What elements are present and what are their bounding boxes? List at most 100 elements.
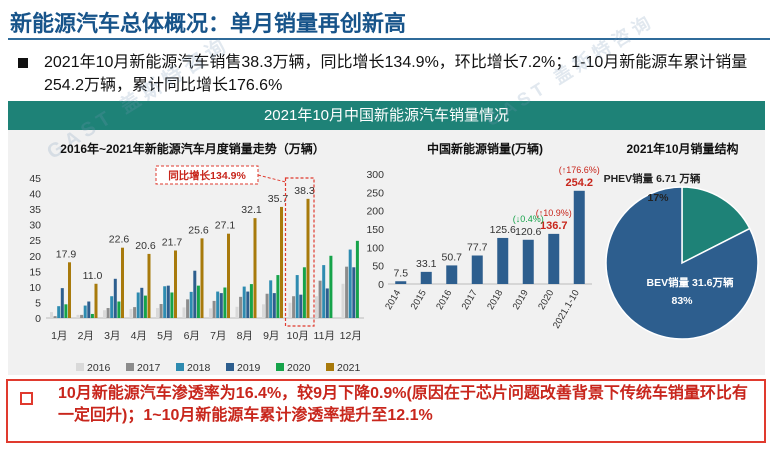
bar-2016-6月 <box>182 307 186 318</box>
bar-2019-8月 <box>246 291 250 318</box>
growth-callout: 同比增长134.9% <box>168 169 246 182</box>
bar-2021-5月 <box>174 250 177 318</box>
bar-2016-4月 <box>129 308 133 318</box>
bar-2018-10月 <box>295 275 299 318</box>
monthly-chart-title: 2016年~2021年新能源汽车月度销量走势（万辆） <box>60 142 325 156</box>
value-label: 77.7 <box>467 242 488 254</box>
y-tick-label: 40 <box>29 189 41 201</box>
bar-2021-3月 <box>121 247 124 318</box>
bar-2016-8月 <box>235 306 239 318</box>
pie-chart-title: 2021年10月销量结构 <box>626 142 739 156</box>
bar-2015 <box>420 271 432 284</box>
data-label-2021: 27.1 <box>215 220 236 232</box>
value-label: 33.1 <box>416 258 437 270</box>
y-tick-label: 300 <box>366 169 384 181</box>
bar-2018-9月 <box>269 280 273 318</box>
bar-2017-5月 <box>159 304 163 318</box>
legend-swatch-2017 <box>126 363 134 371</box>
x-tick-label: 1月 <box>51 330 67 342</box>
bar-2020-8月 <box>249 284 253 318</box>
pie-slice-BEV销量 <box>605 186 759 340</box>
x-tick-label: 7月 <box>210 330 226 342</box>
bar-2020-7月 <box>223 287 227 318</box>
sales-structure-pie: PHEV销量 6.71 万辆 17% BEV销量 31.6万辆 83% <box>604 172 759 340</box>
y-tick-label: 100 <box>366 242 384 254</box>
x-tick-label: 2018 <box>485 288 505 312</box>
legend-swatch-2016 <box>76 363 84 371</box>
bar-2019-1月 <box>60 288 64 318</box>
data-label-2021: 17.9 <box>56 248 77 260</box>
pie-slice-PHEV销量 <box>681 186 751 265</box>
legend-label-2017: 2017 <box>137 362 161 374</box>
bar-2016 <box>446 265 458 284</box>
bar-2018-4月 <box>136 292 140 318</box>
monthly-sales-chart: 0 5 10 15 20 25 30 35 40 45 17.9 11.0 22.6 20.6 21.7 25… <box>29 165 364 374</box>
bar-2019-12月 <box>352 267 356 318</box>
data-label-2021: 38.3 <box>294 185 315 197</box>
bar-2017-9月 <box>265 293 269 318</box>
bar-2019-5月 <box>166 285 170 318</box>
bar-2017 <box>471 255 483 284</box>
bar-2017-3月 <box>106 308 110 318</box>
annual-chart-title: 中国新能源销量(万辆) <box>427 142 543 156</box>
bar-2017-6月 <box>186 299 190 318</box>
bar-2020-2月 <box>90 313 94 318</box>
note-box <box>6 379 766 443</box>
y-tick-label: 30 <box>29 220 41 232</box>
bar-2021-9月 <box>280 206 283 318</box>
growth-label: (↑10.9%) <box>536 208 572 218</box>
bar-2018 <box>497 237 509 284</box>
bar-2017-1月 <box>53 316 57 318</box>
bar-2016-10月 <box>288 302 292 318</box>
bar-2019-7月 <box>219 293 223 318</box>
x-tick-label: 5月 <box>157 330 173 342</box>
x-tick-label: 9月 <box>263 330 279 342</box>
bar-2014 <box>395 281 407 284</box>
legend-label-2021: 2021 <box>337 362 361 374</box>
x-tick-label: 11月 <box>314 330 335 342</box>
bar-2018-3月 <box>110 296 114 318</box>
legend-label-2019: 2019 <box>237 362 261 374</box>
phev-pct: 17% <box>647 192 669 204</box>
bar-2021-10月 <box>306 198 310 318</box>
bar-2016-11月 <box>315 296 318 318</box>
value-label: 50.7 <box>442 251 463 263</box>
data-label-2021: 22.6 <box>109 234 130 246</box>
bar-2019-6月 <box>193 270 197 318</box>
x-tick-label: 4月 <box>131 330 147 342</box>
bar-2020-11月 <box>329 255 333 318</box>
y-tick-label: 20 <box>29 251 41 263</box>
bar-2017-12月 <box>345 266 349 318</box>
bar-2017-2月 <box>80 314 84 318</box>
data-label-2021: 25.6 <box>188 224 209 236</box>
legend-label-2018: 2018 <box>187 362 211 374</box>
y-tick-label: 25 <box>29 235 41 247</box>
bar-2020-9月 <box>276 275 280 318</box>
bar-2019-9月 <box>272 293 276 318</box>
bar-2017-11月 <box>318 280 322 318</box>
data-label-2021: 11.0 <box>83 270 103 282</box>
page-title: 新能源汽车总体概况：单月销量再创新高 <box>10 11 407 36</box>
y-tick-label: 45 <box>29 173 41 185</box>
bar-2021-7月 <box>227 233 230 318</box>
legend-label-2016: 2016 <box>87 362 111 374</box>
y-tick-label: 0 <box>378 279 384 291</box>
bar-2021-1月 <box>68 262 71 318</box>
bar-2017-7月 <box>212 300 216 318</box>
x-tick-label: 2019 <box>511 288 531 312</box>
y-tick-label: 50 <box>372 261 384 273</box>
bar-2016-7月 <box>209 308 212 318</box>
data-label-2021: 32.1 <box>241 204 262 216</box>
x-tick-label: 2017 <box>460 288 480 312</box>
bar-2017-4月 <box>133 307 137 318</box>
y-tick-label: 250 <box>366 187 384 199</box>
legend-swatch-2021 <box>326 363 334 371</box>
bar-2020-3月 <box>117 301 121 318</box>
value-label: 136.7 <box>540 220 568 232</box>
bar-2017-10月 <box>292 296 296 318</box>
y-tick-label: 15 <box>29 266 41 278</box>
value-label: 120.6 <box>515 226 541 238</box>
x-tick-label: 2016 <box>434 288 454 312</box>
bar-2018-6月 <box>189 291 193 318</box>
value-label: 125.6 <box>490 224 516 236</box>
